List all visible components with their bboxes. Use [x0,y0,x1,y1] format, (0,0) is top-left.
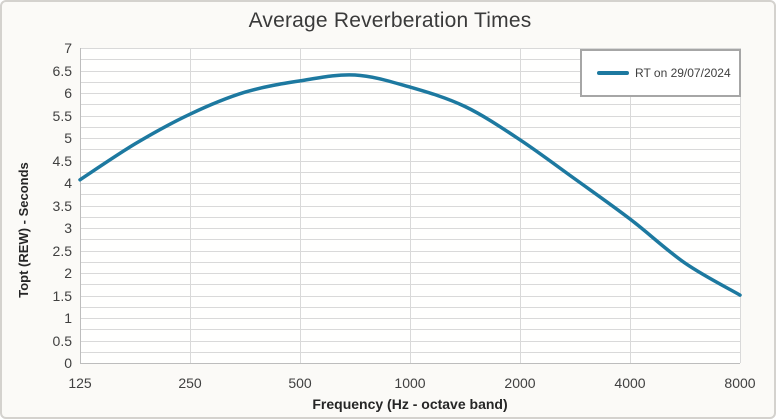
y-axis-title: Topt (REW) - Seconds [16,162,31,298]
y-tick-label: 5 [64,130,72,146]
x-tick-label: 4000 [614,375,646,391]
x-tick-label: 1000 [394,375,426,391]
series-line-marker-icon [597,71,629,75]
x-tick-label: 125 [68,375,92,391]
y-tick-label: 0.5 [52,332,72,349]
x-axis-title: Frequency (Hz - octave band) [312,396,508,412]
y-tick-label: 0 [64,355,72,371]
y-tick-label: 2.5 [52,242,72,259]
y-tick-label: 7 [64,40,72,56]
legend: RT on 29/07/2024 [580,49,741,97]
legend-label: RT on 29/07/2024 [635,66,731,80]
y-tick-label: 2 [64,265,72,281]
y-tick-label: 6.5 [52,62,72,79]
rt-series-line [78,73,742,297]
y-tick-label: 1 [64,310,72,326]
y-tick-label: 4 [64,175,72,191]
x-tick-label: 2000 [504,375,536,391]
y-tick-label: 3 [64,220,72,236]
x-tick-label: 8000 [724,375,756,391]
x-tick-label: 500 [288,375,312,391]
y-tick-label: 5.5 [52,107,72,124]
x-tick-label: 250 [178,375,202,391]
chart-title: Average Reverberation Times [248,9,532,32]
y-tick-label: 6 [64,85,72,101]
y-tick-label: 3.5 [52,197,72,214]
y-tick-label: 1.5 [52,287,72,304]
y-tick-label: 4.5 [52,152,72,169]
